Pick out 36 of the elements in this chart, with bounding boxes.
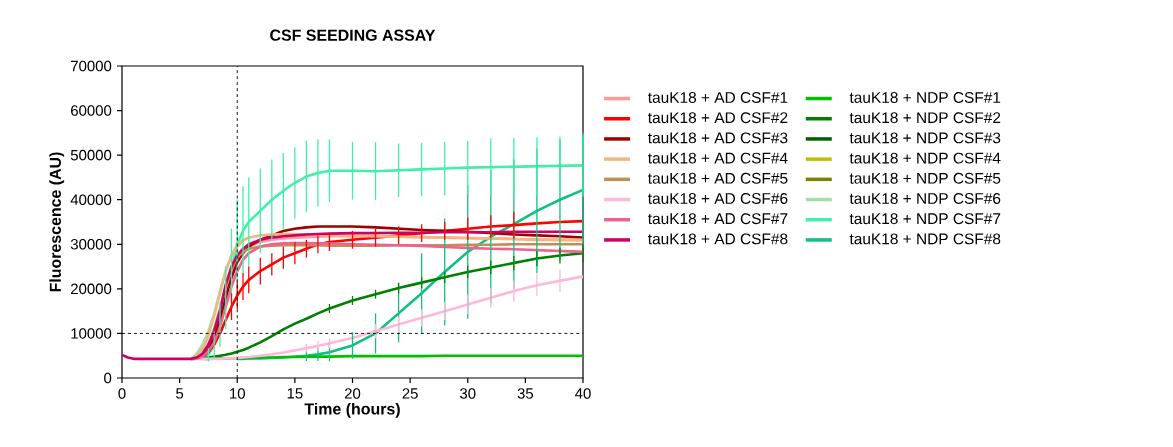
legend-label: tauK18 + AD CSF#8 bbox=[647, 233, 788, 245]
y-tick-label: 60000 bbox=[71, 105, 112, 116]
legend-label: tauK18 + NDP CSF#8 bbox=[849, 233, 1001, 245]
legend-label: tauK18 + NDP CSF#7 bbox=[849, 213, 1001, 225]
legend-label: tauK18 + NDP CSF#6 bbox=[849, 193, 1001, 204]
x-tick-label: 5 bbox=[176, 388, 184, 399]
legend-label: tauK18 + AD CSF#1 bbox=[647, 92, 788, 103]
y-tick-label: 0 bbox=[104, 372, 112, 384]
legend-label: tauK18 + NDP CSF#5 bbox=[849, 172, 1001, 184]
y-tick-label: 70000 bbox=[71, 60, 112, 72]
y-tick-label: 10000 bbox=[71, 328, 112, 339]
x-tick-label: 40 bbox=[575, 388, 591, 399]
x-tick-label: 0 bbox=[118, 388, 126, 399]
legend-label: tauK18 + NDP CSF#2 bbox=[849, 112, 1001, 124]
y-tick-label: 20000 bbox=[71, 283, 112, 295]
y-axis-title: Fluorescence (AU) bbox=[49, 152, 65, 292]
y-tick-label: 40000 bbox=[70, 194, 112, 205]
legend-label: tauK18 + NDP CSF#4 bbox=[849, 152, 1001, 164]
legend-label: tauK18 + AD CSF#6 bbox=[647, 193, 788, 204]
y-tick-label: 50000 bbox=[70, 149, 112, 161]
legend-label: tauK18 + NDP CSF#1 bbox=[849, 92, 1001, 103]
legend-label: tauK18 + AD CSF#3 bbox=[647, 132, 788, 144]
x-tick-label: 10 bbox=[230, 388, 245, 399]
legend-label: tauK18 + AD CSF#7 bbox=[647, 213, 788, 225]
legend-label: tauK18 + AD CSF#4 bbox=[647, 152, 788, 164]
x-axis-title: Time (hours) bbox=[304, 402, 400, 418]
chart-title: CSF SEEDING ASSAY bbox=[270, 29, 436, 41]
y-tick-label: 30000 bbox=[70, 238, 112, 250]
legend-label: tauK18 + NDP CSF#3 bbox=[849, 132, 1001, 144]
legend-label: tauK18 + AD CSF#5 bbox=[647, 172, 788, 184]
legend-label: tauK18 + AD CSF#2 bbox=[647, 112, 788, 124]
x-tick-label: 30 bbox=[460, 388, 476, 399]
x-tick-label: 35 bbox=[517, 388, 534, 399]
x-tick-label: 15 bbox=[287, 388, 303, 399]
x-tick-label: 20 bbox=[344, 388, 361, 399]
x-tick-label: 25 bbox=[402, 388, 418, 399]
